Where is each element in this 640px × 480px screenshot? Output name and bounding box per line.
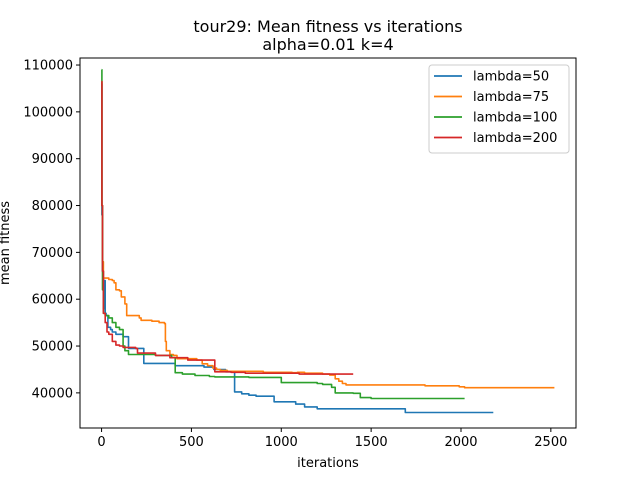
legend-label: lambda=100 — [473, 111, 557, 126]
x-tick-label: 1500 — [355, 435, 388, 450]
x-axis-ticks: 0 500 1000 1500 2000 2500 — [97, 428, 567, 450]
y-tick-label: 100000 — [23, 105, 73, 120]
y-tick-label: 110000 — [23, 59, 73, 74]
x-tick-label: 0 — [97, 435, 105, 450]
legend-label: lambda=50 — [473, 70, 549, 85]
y-tick-label: 40000 — [32, 386, 73, 401]
x-tick-label: 1000 — [265, 435, 298, 450]
y-axis-label: mean fitness — [0, 201, 13, 285]
legend-box — [428, 64, 570, 154]
chart-title: tour29: Mean fitness vs iterations — [193, 17, 462, 36]
plot-area-frame — [79, 57, 577, 429]
legend: lambda=50 lambda=75 lambda=100 lambda=200 — [428, 64, 570, 154]
legend-label: lambda=75 — [473, 90, 549, 105]
y-tick-label: 70000 — [32, 246, 73, 261]
y-tick-label: 80000 — [32, 199, 73, 214]
legend-label: lambda=200 — [473, 131, 557, 146]
x-tick-label: 2000 — [444, 435, 477, 450]
series-layer — [101, 68, 555, 414]
series-line-lambda-75 — [101, 80, 555, 389]
series-line-lambda-200 — [101, 80, 354, 375]
x-tick-label: 2500 — [534, 435, 567, 450]
x-tick-label: 500 — [179, 435, 204, 450]
y-tick-label: 60000 — [32, 293, 73, 308]
y-tick-label: 90000 — [32, 152, 73, 167]
y-axis-ticks: 40000 50000 60000 70000 80000 90000 100000 1100… — [23, 59, 80, 401]
series-line-lambda-100 — [101, 68, 465, 400]
y-tick-label: 50000 — [32, 340, 73, 355]
chart-subtitle: alpha=0.01 k=4 — [262, 35, 393, 54]
x-axis-label: iterations — [297, 456, 359, 471]
